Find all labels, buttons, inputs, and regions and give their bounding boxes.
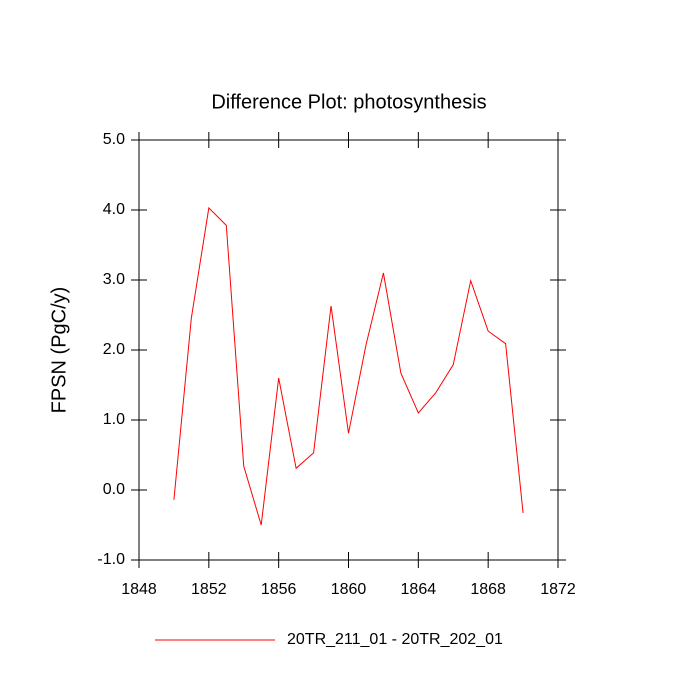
data-line [173,206,524,526]
x-tick-label: 1856 [261,581,297,598]
x-tick-label: 1852 [191,581,227,598]
x-tick-label: 1860 [331,581,367,598]
y-tick-label: 2.0 [103,341,125,358]
y-tick-label: 1.0 [103,411,125,428]
x-tick-label: 1872 [540,581,576,598]
y-tick-label: -1.0 [97,551,125,568]
x-tick-label: 1848 [121,581,157,598]
plot-frame [138,139,559,561]
y-tick-label: 4.0 [103,201,125,218]
y-tick-label: 3.0 [103,271,125,288]
legend-label: 20TR_211_01 - 20TR_202_01 [287,631,503,648]
x-tick-label: 1864 [401,581,437,598]
x-tick-label: 1868 [470,581,506,598]
chart-title: Difference Plot: photosynthesis [211,91,486,113]
y-axis-label: FPSN (PgC/y) [48,287,70,414]
y-tick-label: 5.0 [103,131,125,148]
y-tick-label: 0.0 [103,481,125,498]
